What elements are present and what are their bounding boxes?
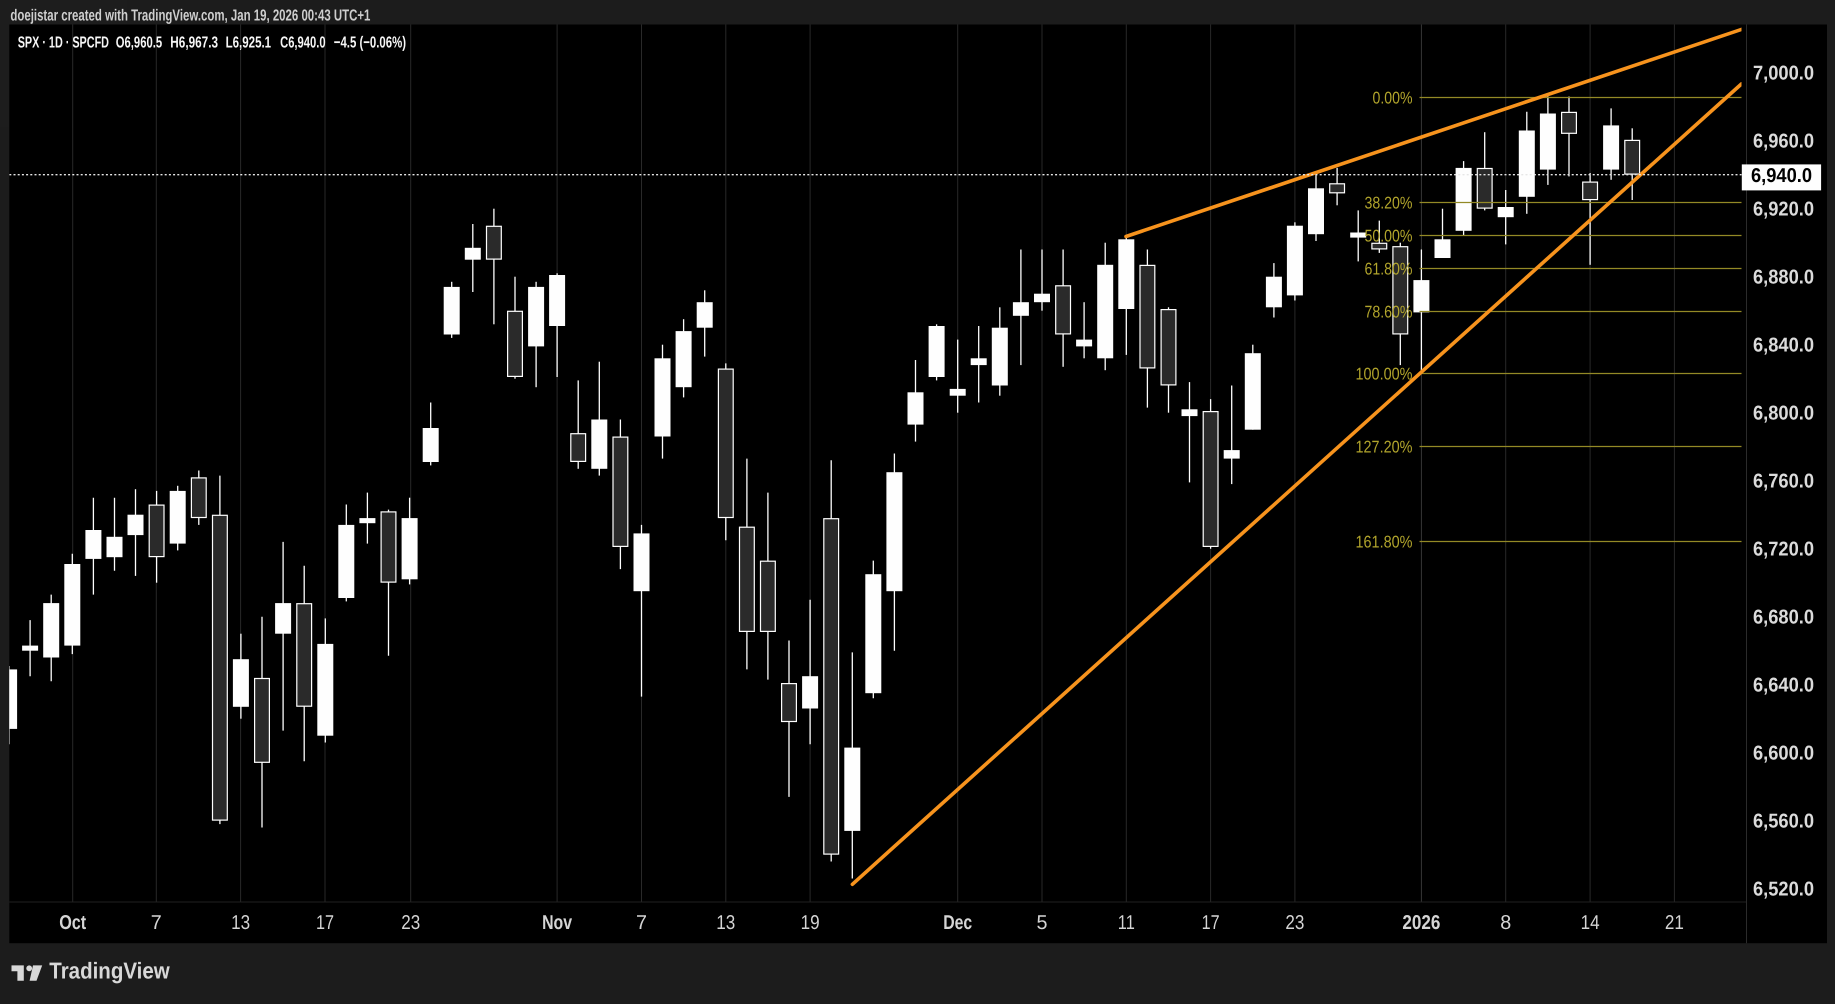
svg-text:127.20%: 127.20% <box>1356 438 1413 457</box>
svg-text:6,800.0: 6,800.0 <box>1753 403 1814 425</box>
svg-text:6,880.0: 6,880.0 <box>1753 267 1814 289</box>
svg-text:SPX · 1D · SPCFD: SPX · 1D · SPCFD <box>18 35 109 52</box>
svg-text:23: 23 <box>1285 912 1304 934</box>
svg-text:7,000.0: 7,000.0 <box>1753 63 1814 85</box>
svg-text:6,760.0: 6,760.0 <box>1753 471 1814 493</box>
svg-text:13: 13 <box>716 912 735 934</box>
svg-text:19: 19 <box>801 912 820 934</box>
svg-text:5: 5 <box>1037 912 1048 934</box>
svg-text:L6,925.1: L6,925.1 <box>226 35 272 52</box>
svg-text:6,920.0: 6,920.0 <box>1753 199 1814 221</box>
svg-text:17: 17 <box>1202 912 1220 934</box>
svg-text:6,600.0: 6,600.0 <box>1753 743 1814 765</box>
svg-text:7: 7 <box>636 912 647 934</box>
svg-text:50.00%: 50.00% <box>1365 227 1413 246</box>
svg-text:14: 14 <box>1581 912 1600 934</box>
svg-text:C6,940.0: C6,940.0 <box>280 35 326 52</box>
svg-text:23: 23 <box>401 912 420 934</box>
svg-text:6,840.0: 6,840.0 <box>1753 335 1814 357</box>
svg-text:17: 17 <box>316 912 334 934</box>
svg-text:11: 11 <box>1118 912 1135 934</box>
svg-text:61.80%: 61.80% <box>1365 260 1413 279</box>
svg-text:doejistar created with Trading: doejistar created with TradingView.com, … <box>10 8 370 25</box>
svg-text:TradingView: TradingView <box>49 958 169 984</box>
svg-text:O6,960.5: O6,960.5 <box>116 35 162 52</box>
svg-text:Dec: Dec <box>943 912 972 934</box>
svg-text:21: 21 <box>1665 912 1684 934</box>
svg-text:−4.5 (−0.06%): −4.5 (−0.06%) <box>334 35 406 52</box>
svg-text:6,640.0: 6,640.0 <box>1753 675 1814 697</box>
svg-text:6,680.0: 6,680.0 <box>1753 607 1814 629</box>
svg-text:Oct: Oct <box>59 912 86 934</box>
svg-text:2026: 2026 <box>1402 912 1440 934</box>
svg-text:38.20%: 38.20% <box>1365 194 1413 213</box>
svg-text:6,940.0: 6,940.0 <box>1751 165 1812 187</box>
svg-text:6,720.0: 6,720.0 <box>1753 539 1814 561</box>
svg-text:100.00%: 100.00% <box>1356 365 1413 384</box>
svg-text:78.60%: 78.60% <box>1365 303 1413 322</box>
svg-text:6,560.0: 6,560.0 <box>1753 811 1814 833</box>
svg-text:H6,967.3: H6,967.3 <box>170 35 218 52</box>
svg-text:161.80%: 161.80% <box>1356 533 1413 552</box>
svg-text:8: 8 <box>1500 912 1511 934</box>
svg-text:13: 13 <box>231 912 250 934</box>
svg-text:6,520.0: 6,520.0 <box>1753 879 1814 901</box>
svg-text:7: 7 <box>151 912 162 934</box>
svg-text:6,960.0: 6,960.0 <box>1753 131 1814 153</box>
svg-text:0.00%: 0.00% <box>1373 89 1413 108</box>
svg-text:Nov: Nov <box>542 912 573 934</box>
